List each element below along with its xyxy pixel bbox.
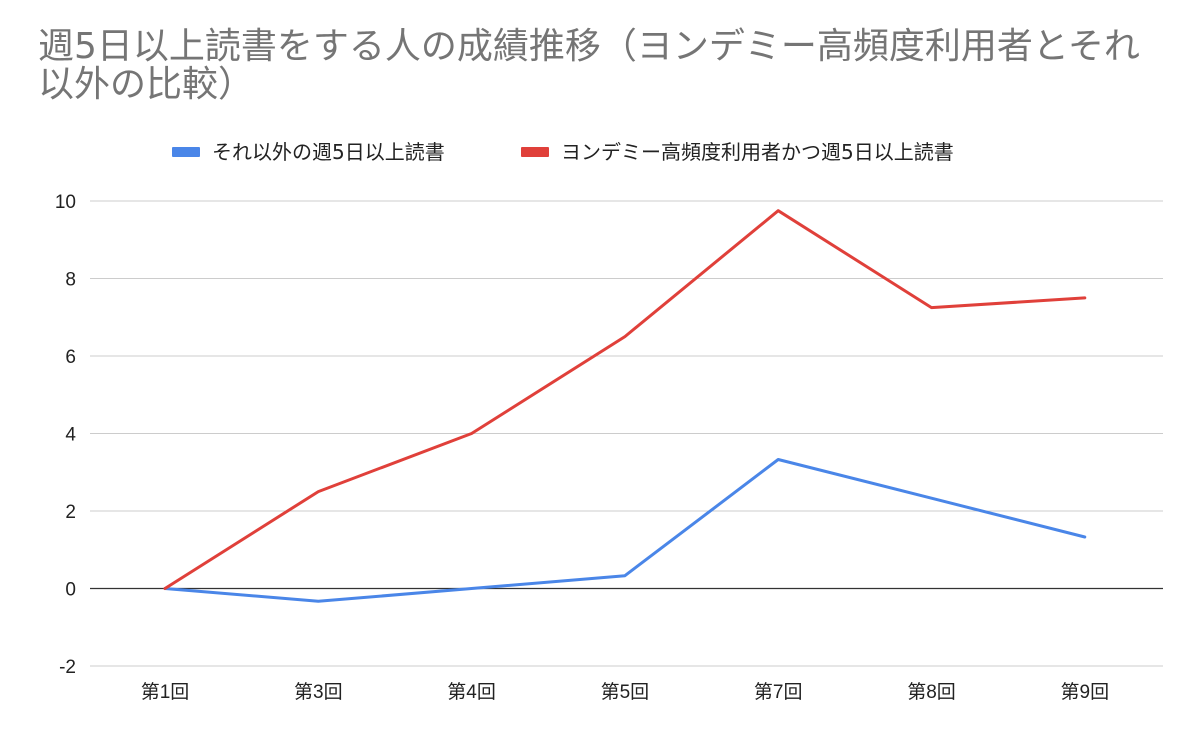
y-axis-tick-labels: -2 0 2 4 6 8 10 bbox=[55, 192, 77, 678]
legend-swatch bbox=[172, 147, 200, 157]
legend: それ以外の週5日以上読書 ヨンデミー高頻度利用者かつ週5日以上読書 bbox=[172, 140, 954, 164]
x-tick-label: 第7回 bbox=[754, 681, 803, 703]
legend-swatch bbox=[521, 147, 549, 157]
data-point bbox=[470, 432, 473, 435]
y-tick-label: -2 bbox=[59, 657, 76, 678]
series-line-1 bbox=[163, 209, 1087, 590]
data-point bbox=[623, 574, 626, 577]
data-point bbox=[317, 490, 320, 493]
data-point bbox=[777, 209, 780, 212]
x-tick-label: 第5回 bbox=[601, 681, 650, 703]
data-point bbox=[470, 587, 473, 590]
x-tick-label: 第3回 bbox=[294, 681, 343, 703]
data-point bbox=[777, 458, 780, 461]
data-point bbox=[1083, 535, 1086, 538]
x-tick-label: 第4回 bbox=[447, 681, 496, 703]
x-tick-label: 第8回 bbox=[907, 681, 956, 703]
series-line-0 bbox=[163, 458, 1087, 603]
data-point bbox=[930, 497, 933, 500]
data-point bbox=[164, 587, 167, 590]
y-tick-label: 2 bbox=[65, 502, 76, 523]
legend-label: それ以外の週5日以上読書 bbox=[212, 140, 445, 164]
y-tick-label: 4 bbox=[65, 425, 76, 446]
x-axis-tick-labels: 第1回 第3回 第4回 第5回 第7回 第8回 第9回 bbox=[141, 681, 1109, 703]
data-point bbox=[623, 335, 626, 338]
chart-title: 週5日以上読書をする人の成績推移（ヨンデミー高頻度利用者とそれ以外の比較） bbox=[38, 26, 1140, 105]
x-tick-label: 第9回 bbox=[1061, 681, 1110, 703]
y-tick-label: 6 bbox=[65, 347, 76, 368]
legend-item-0: それ以外の週5日以上読書 bbox=[172, 140, 445, 164]
y-tick-label: 10 bbox=[55, 192, 76, 213]
legend-item-1: ヨンデミー高頻度利用者かつ週5日以上読書 bbox=[521, 140, 954, 164]
x-tick-label: 第1回 bbox=[141, 681, 190, 703]
data-point bbox=[317, 600, 320, 603]
data-point bbox=[1083, 296, 1086, 299]
legend-label: ヨンデミー高頻度利用者かつ週5日以上読書 bbox=[561, 140, 954, 164]
y-tick-label: 0 bbox=[65, 580, 76, 601]
data-point bbox=[930, 306, 933, 309]
series-lines bbox=[163, 209, 1087, 603]
y-tick-label: 8 bbox=[65, 270, 76, 291]
